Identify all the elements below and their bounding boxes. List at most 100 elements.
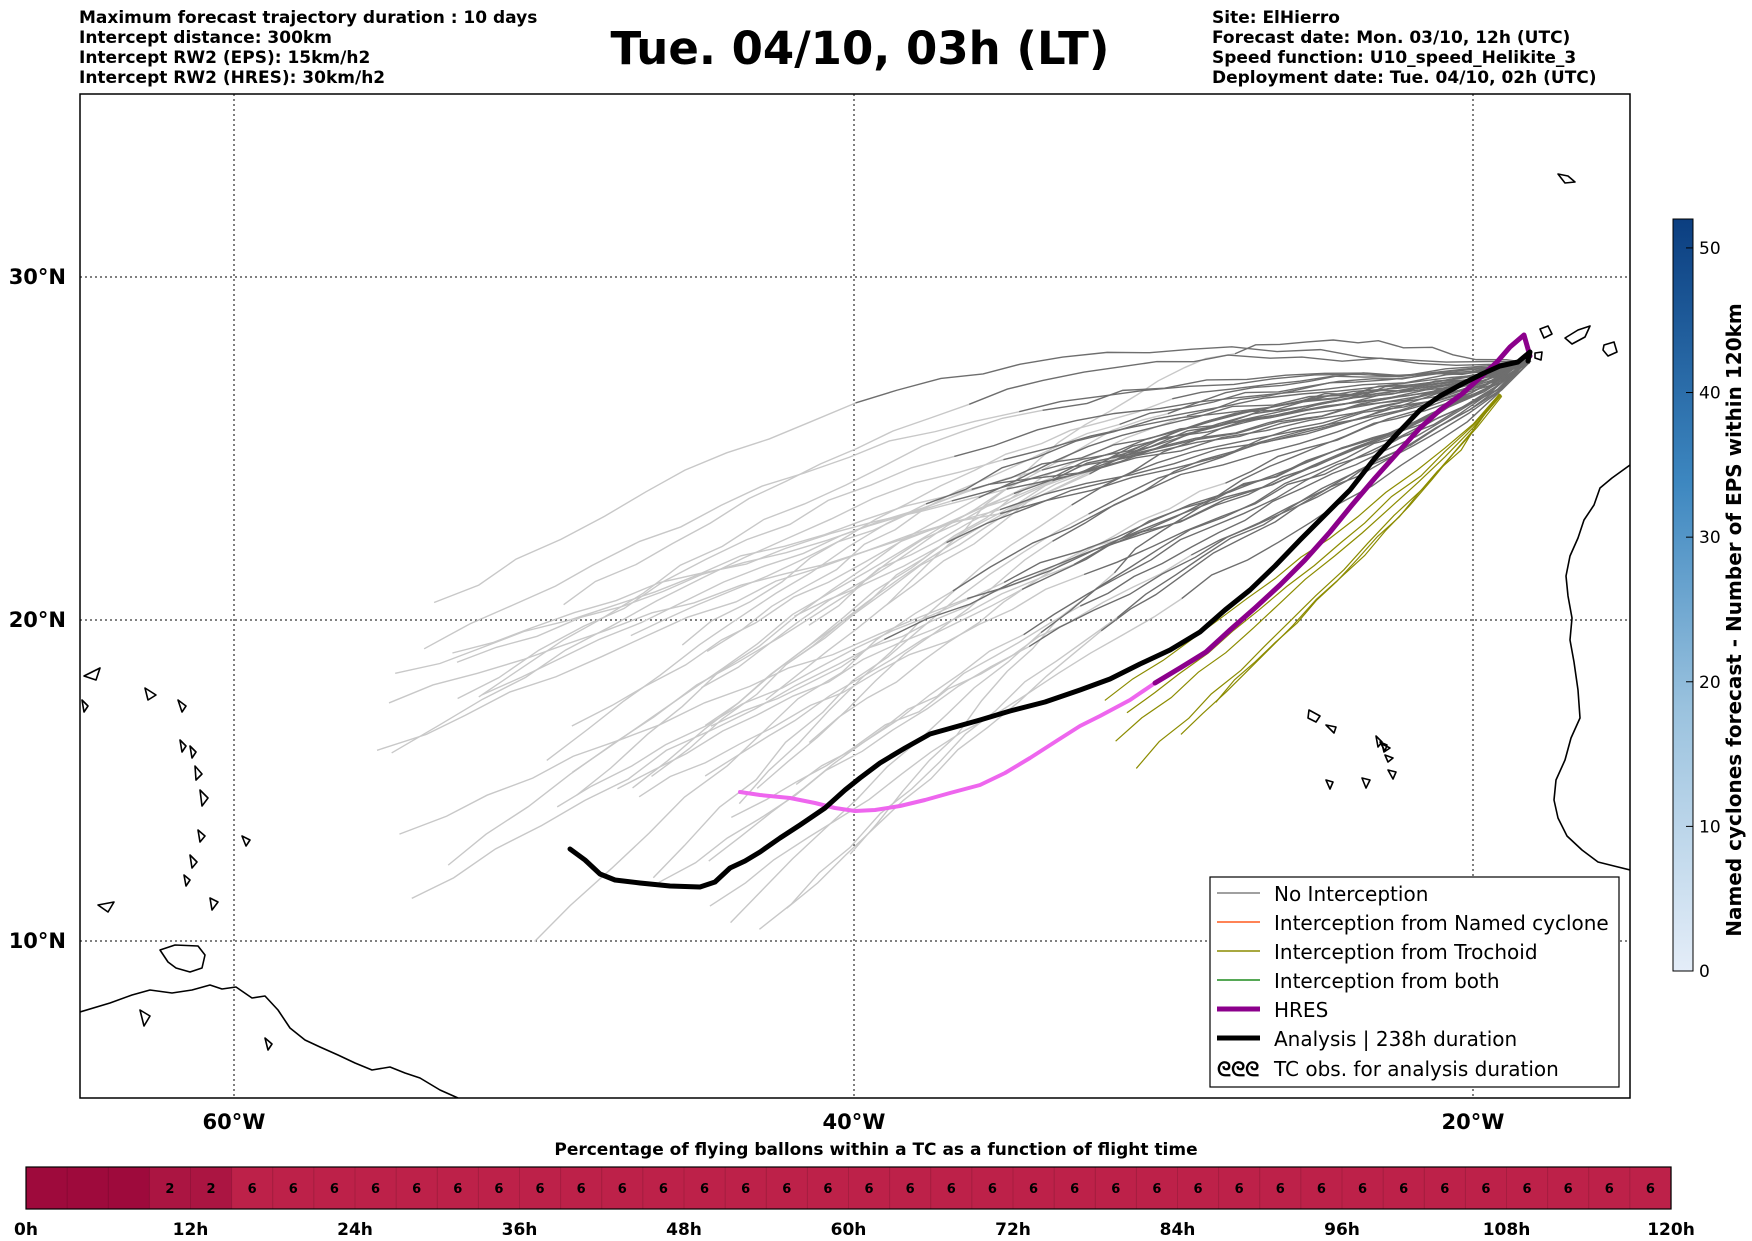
timeline-cell: [1177, 1166, 1220, 1210]
timeline-hour-label: 60h: [831, 1220, 867, 1240]
ensemble-trajectory-far: [423, 411, 1020, 650]
colorbar-tick-label: 0: [1699, 962, 1710, 982]
ensemble-trajectory-near: [1116, 362, 1527, 619]
ensemble-trajectory-far: [708, 634, 1024, 862]
header-left-line: Intercept distance: 300km: [79, 28, 332, 48]
ensemble-trajectory-far: [411, 638, 885, 899]
ensemble-trajectory-far: [457, 455, 955, 700]
ensemble-trajectory-far: [795, 605, 1081, 786]
timeline-hour-label: 48h: [666, 1220, 702, 1240]
colorbar-title: Named cyclones forecast - Number of EPS …: [1722, 303, 1746, 937]
ensemble-trajectory-far: [571, 480, 1053, 727]
header-right-line: Speed function: U10_speed_Helikite_3: [1212, 48, 1577, 68]
timeline-hour-label: 96h: [1324, 1220, 1360, 1240]
ensemble-trajectory-near: [951, 356, 1527, 502]
header-right-line: Site: ElHierro: [1212, 8, 1340, 28]
timeline-cell-value: 6: [700, 1182, 709, 1197]
legend-item: No Interception: [1217, 882, 1428, 906]
ensemble-trajectory-near: [1052, 362, 1526, 482]
timeline-hour-label: 120h: [1647, 1220, 1695, 1240]
ensemble-trajectory-far: [704, 588, 1023, 777]
timeline-cell-value: 6: [1605, 1182, 1614, 1197]
legend-label: No Interception: [1274, 882, 1428, 906]
coast-cape-verde-6: [1384, 754, 1394, 763]
ensemble-trajectory-far: [481, 469, 1042, 696]
ensemble-trajectory-far: [706, 423, 1120, 652]
trochoid-interception-trajectory: [1115, 394, 1502, 742]
coast-caribbean-10: [189, 854, 198, 869]
timeline-cell-value: 6: [1111, 1182, 1120, 1197]
header-right-line: Forecast date: Mon. 03/10, 12h (UTC): [1212, 28, 1571, 48]
timeline-cell-value: 6: [1152, 1182, 1161, 1197]
timeline-cell: [272, 1166, 315, 1210]
coast-caribbean-1: [83, 667, 101, 681]
ensemble-trajectory-far: [808, 482, 1226, 744]
legend-item: Interception from both: [1217, 969, 1500, 993]
hres-trajectory: [738, 332, 1533, 813]
timeline-hour-label: 36h: [502, 1220, 538, 1240]
timeline-cell-value: 6: [494, 1182, 503, 1197]
coast-cape-verde-9: [1387, 769, 1397, 780]
ensemble-trajectory-far: [456, 500, 952, 663]
ensemble-trajectory-far: [652, 513, 1089, 879]
ensemble-trajectory-far: [399, 597, 968, 835]
timeline-cell: [971, 1166, 1014, 1210]
timeline-cell-value: 6: [536, 1182, 545, 1197]
ensemble-trajectory-near: [1181, 358, 1527, 600]
timeline-hour-label: 108h: [1483, 1220, 1531, 1240]
timeline-cell-value: 6: [1029, 1182, 1038, 1197]
timeline-hour-label: 72h: [995, 1220, 1031, 1240]
timeline-cell-value: 6: [988, 1182, 997, 1197]
timeline-cell-value: 6: [618, 1182, 627, 1197]
coast-cape-verde-8: [1361, 777, 1371, 789]
timeline-cell-value: 6: [1399, 1182, 1408, 1197]
ensemble-trajectory-near: [925, 361, 1526, 505]
timeline-cell-value: 6: [1276, 1182, 1285, 1197]
ensemble-trajectory-near: [1042, 358, 1531, 412]
ensemble-trajectory-near: [1040, 361, 1531, 634]
ensemble-trajectory-near: [971, 357, 1531, 491]
ensemble-trajectory-far: [651, 473, 1090, 778]
ensemble-trajectory-near: [1071, 362, 1530, 506]
legend-label: HRES: [1274, 998, 1328, 1022]
timeline-cell: [25, 1166, 69, 1210]
ensemble-trajectory-far: [556, 581, 1005, 808]
trochoid-interception-trajectory: [1135, 393, 1500, 769]
timeline-hour-label: 84h: [1160, 1220, 1196, 1240]
ensemble-trajectory-near: [968, 354, 1531, 405]
timeline-cell-value: 6: [577, 1182, 586, 1197]
lat-label-10: 10°N: [9, 929, 66, 953]
timeline-cell-value: 6: [947, 1182, 956, 1197]
timeline-cell-value: 6: [289, 1182, 298, 1197]
hres-trajectory-strong: [1152, 332, 1533, 686]
analysis-trajectory: [567, 349, 1533, 890]
header-right-line: Deployment date: Tue. 04/10, 02h (UTC): [1212, 68, 1597, 88]
timeline-cell: [1259, 1166, 1302, 1210]
timeline-frame: [25, 1166, 1672, 1210]
ensemble-trajectory-far: [786, 630, 1102, 909]
tc-percentage-timeline: 2 2 6 6 6 6 6 6 6 6 6 6 6 6 6 6 6 6 6 6 6 6 6 6 6 6 6 6 6 6 6 6 6 6 6 6 60h 1…: [14, 1166, 1695, 1240]
colorbar-tick-label: 40: [1699, 384, 1721, 404]
timeline-cell-value: 6: [1523, 1182, 1532, 1197]
timeline-cell-value: 6: [1440, 1182, 1449, 1197]
coast-cape-verde-5: [1379, 741, 1388, 752]
ensemble-trajectory-far: [447, 541, 947, 866]
ensemble-trajectory-far: [433, 402, 856, 604]
timeline-cell-value: 6: [1194, 1182, 1203, 1197]
trajectories-trochoid: [1104, 393, 1503, 769]
lat-label-20: 20°N: [9, 608, 66, 632]
legend-label: TC obs. for analysis duration: [1273, 1057, 1559, 1081]
timeline-cell: [930, 1166, 973, 1210]
ensemble-trajectory-near: [1186, 357, 1531, 417]
coast-caribbean-7: [194, 765, 203, 781]
legend-box: [1209, 876, 1620, 1088]
ensemble-trajectory-far: [638, 573, 1085, 798]
coastlines: [80, 173, 1630, 1098]
lon-label-20w: 20°W: [1442, 1110, 1505, 1134]
ensemble-trajectory-far: [758, 617, 1118, 930]
timeline-cell-value: 6: [412, 1182, 421, 1197]
legend-label: Interception from Named cyclone: [1274, 911, 1609, 935]
ensemble-trajectory-near: [954, 359, 1531, 458]
coast-cape-verde-7: [1325, 779, 1334, 790]
